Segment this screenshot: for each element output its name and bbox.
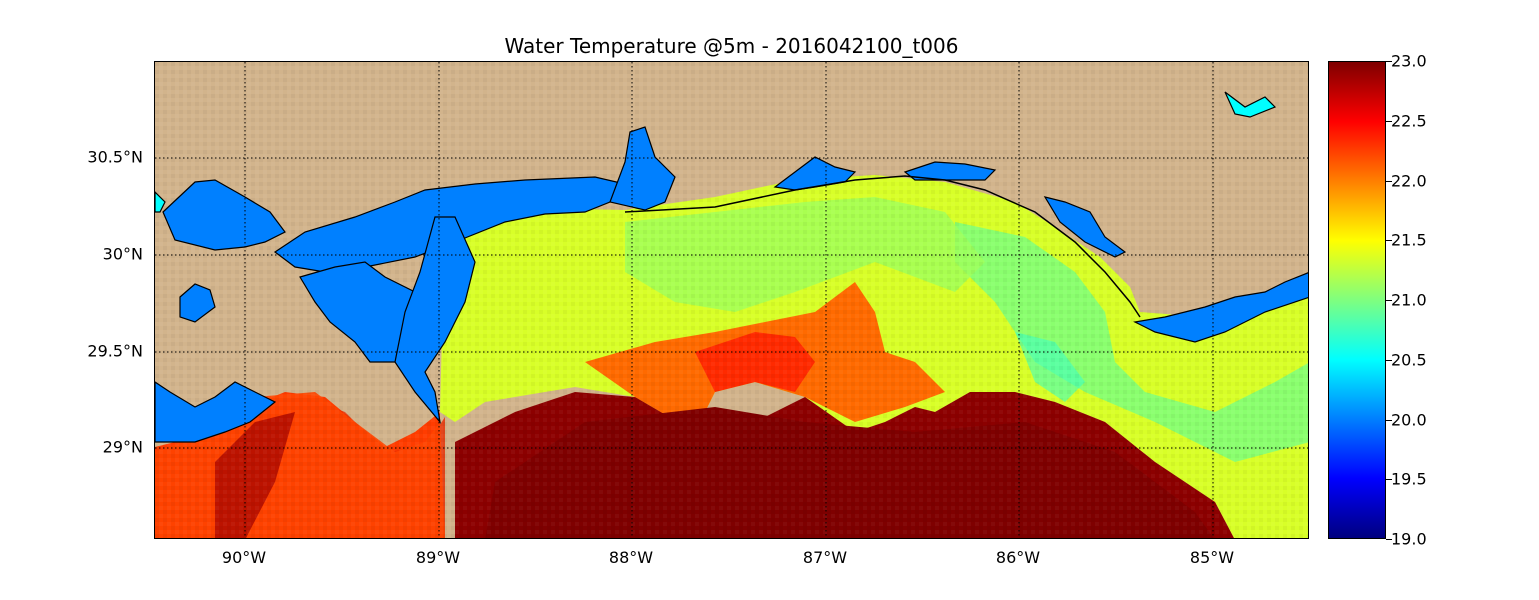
colorbar-tick-mark: [1386, 120, 1392, 122]
colorbar-tick-label: 20.5: [1391, 350, 1427, 370]
colorbar-tick-label: 19.5: [1391, 469, 1427, 489]
barataria-bay: [155, 381, 277, 443]
x-tick-label: 88°W: [608, 548, 654, 567]
y-tick-label: 29.5°N: [87, 341, 143, 361]
st-andrews-bay: [1043, 196, 1127, 258]
colorbar-tick-label: 20.0: [1391, 410, 1427, 429]
colorbar-tick-label: 19.0: [1391, 529, 1427, 549]
mobile-bay: [609, 126, 676, 211]
coastline: [624, 175, 1141, 318]
x-tick-label: 87°W: [802, 548, 848, 567]
small-lake-west: [179, 283, 216, 323]
colorbar-tick-mark: [1386, 61, 1392, 62]
temperature-map: [155, 62, 1308, 538]
colorbar-tick-mark: [1386, 180, 1392, 182]
map-panel: [154, 61, 1309, 539]
y-tick-label: 29°N: [102, 437, 143, 457]
lake-east-corner: [155, 191, 166, 213]
inland-lake-fl: [1224, 91, 1277, 118]
gridlines: [155, 62, 1308, 538]
colorbar: [1328, 61, 1386, 539]
colorbar-tick-label: 22.0: [1391, 171, 1427, 190]
chandeleur-sound: [394, 216, 476, 425]
colorbar-tick-label: 21.0: [1391, 290, 1427, 310]
x-tick-label: 89°W: [415, 548, 461, 567]
lake-pontchartrain: [162, 179, 286, 251]
colorbar-tick-label: 21.5: [1391, 230, 1427, 250]
colorbar-tick-label: 23.0: [1391, 51, 1427, 71]
colorbar-tick-mark: [1386, 300, 1392, 301]
colorbar-tick-label: 22.5: [1391, 111, 1427, 131]
choctawhatchee-bay: [903, 161, 997, 181]
colorbar-tick-mark: [1386, 479, 1392, 481]
x-tick-label: 90°W: [221, 548, 267, 567]
y-tick-label: 30.5°N: [87, 147, 143, 167]
x-tick-label: 85°W: [1189, 548, 1235, 567]
x-tick-label: 86°W: [995, 548, 1041, 567]
inland-water: [155, 91, 1308, 443]
chart-title: Water Temperature @5m - 2016042100_t006: [504, 34, 959, 58]
colorbar-tick-mark: [1386, 539, 1392, 540]
y-tick-label: 30°N: [102, 244, 143, 264]
colorbar-tick-mark: [1386, 240, 1392, 242]
colorbar-tick-mark: [1386, 359, 1392, 361]
colorbar-tick-mark: [1386, 419, 1392, 421]
apalachicola-bay: [1133, 272, 1308, 343]
